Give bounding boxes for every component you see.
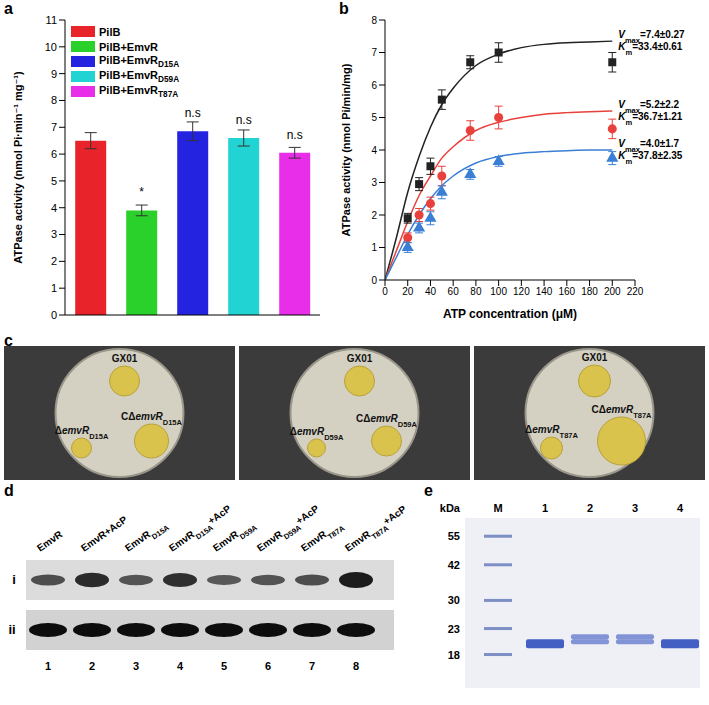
svg-text:0: 0: [371, 275, 377, 286]
html-text:b: b: [339, 0, 349, 17]
svg-text:2: 2: [51, 255, 57, 267]
html-text:PilB+EmvRD59A: PilB+EmvRD59A: [99, 68, 180, 85]
svg-text:6: 6: [265, 660, 271, 672]
svg-text:EmvR+AcP: EmvR+AcP: [79, 514, 130, 554]
svg-text:20: 20: [402, 286, 414, 297]
html-text:PilB+EmvR: PilB+EmvR: [99, 40, 158, 53]
html-text:c: c: [4, 332, 13, 349]
svg-text:80: 80: [470, 286, 482, 297]
svg-text:CΔemvRD15A: CΔemvRD15A: [121, 411, 182, 427]
svg-text:55: 55: [448, 530, 460, 542]
svg-text:4: 4: [677, 502, 684, 514]
svg-text:2: 2: [587, 502, 593, 514]
svg-text:23: 23: [448, 623, 460, 635]
svg-text:18: 18: [448, 649, 460, 661]
svg-text:CΔemvRD59A: CΔemvRD59A: [356, 413, 417, 429]
svg-text:EmvRD15A+AcP: EmvRD15A+AcP: [167, 503, 236, 558]
svg-text:1: 1: [51, 282, 57, 294]
svg-text:4: 4: [177, 660, 184, 672]
svg-text:7: 7: [51, 121, 57, 133]
svg-text:EmvRD59A: EmvRD59A: [211, 517, 259, 557]
svg-text:ii: ii: [8, 622, 15, 637]
svg-text:120: 120: [513, 286, 530, 297]
svg-text:GX01: GX01: [347, 353, 373, 364]
svg-text:8: 8: [371, 15, 377, 26]
svg-text:ATPase activity (nmol Pi·min⁻¹: ATPase activity (nmol Pi·min⁻¹ mg⁻¹): [12, 71, 24, 264]
svg-text:EmvR: EmvR: [35, 528, 65, 554]
svg-text:1: 1: [45, 660, 51, 672]
html-text:d: d: [4, 482, 14, 499]
svg-text:9: 9: [51, 68, 57, 80]
svg-text:5: 5: [51, 175, 57, 187]
svg-text:ΔemvRD15A: ΔemvRD15A: [55, 425, 109, 441]
svg-text:30: 30: [448, 594, 460, 606]
html-text:PilB: PilB: [99, 25, 121, 38]
svg-text:140: 140: [536, 286, 553, 297]
svg-text:60: 60: [448, 286, 460, 297]
svg-text:200: 200: [604, 286, 621, 297]
svg-text:42: 42: [448, 559, 460, 571]
svg-text:i: i: [12, 572, 16, 587]
svg-text:EmvRD59A+AcP: EmvRD59A+AcP: [255, 503, 324, 558]
html-text:PilB+EmvRT87A: PilB+EmvRT87A: [99, 83, 179, 100]
html-text:PilB+EmvRD15A: PilB+EmvRD15A: [99, 53, 180, 70]
svg-text:EmvRT87A+AcP: EmvRT87A+AcP: [343, 503, 410, 557]
svg-text:7: 7: [309, 660, 315, 672]
svg-text:Vmax=4.0±1.7: Vmax=4.0±1.7: [618, 138, 680, 154]
svg-text:EmvRD15A: EmvRD15A: [123, 517, 171, 557]
svg-text:n.s: n.s: [185, 106, 201, 120]
svg-text:100: 100: [490, 286, 507, 297]
svg-text:Km=33.4±0.61: Km=33.4±0.61: [618, 41, 683, 57]
svg-text:Km=36.7±1.21: Km=36.7±1.21: [618, 111, 683, 127]
svg-text:n.s: n.s: [287, 128, 303, 142]
svg-text:3: 3: [133, 660, 139, 672]
svg-text:2: 2: [89, 660, 95, 672]
svg-text:6: 6: [371, 80, 377, 91]
svg-text:6: 6: [51, 148, 57, 160]
svg-text:M: M: [493, 502, 502, 514]
svg-text:1: 1: [542, 502, 548, 514]
svg-text:4: 4: [51, 202, 57, 214]
svg-text:*: *: [139, 185, 144, 199]
svg-text:1: 1: [371, 242, 377, 253]
svg-text:ATPase activity (nmol Pi/min/m: ATPase activity (nmol Pi/min/mg): [340, 63, 352, 236]
svg-text:3: 3: [632, 502, 638, 514]
svg-text:CΔemvRT87A: CΔemvRT87A: [591, 404, 652, 420]
svg-text:7: 7: [371, 47, 377, 58]
svg-text:3: 3: [51, 228, 57, 240]
html-text:e: e: [424, 482, 433, 499]
svg-text:GX01: GX01: [112, 353, 138, 364]
svg-text:4: 4: [371, 145, 377, 156]
svg-text:kDa: kDa: [440, 502, 461, 514]
svg-text:0: 0: [51, 309, 57, 321]
svg-text:0: 0: [382, 286, 388, 297]
svg-text:10: 10: [45, 41, 57, 53]
svg-text:EmvRT87A: EmvRT87A: [299, 518, 347, 558]
svg-text:11: 11: [46, 14, 57, 26]
svg-text:ΔemvRT87A: ΔemvRT87A: [525, 424, 578, 440]
svg-text:Vmax=7.4±0.27: Vmax=7.4±0.27: [618, 29, 685, 45]
svg-text:8: 8: [51, 94, 57, 106]
svg-text:n.s: n.s: [236, 113, 252, 127]
html-text:a: a: [4, 0, 13, 17]
svg-text:160: 160: [558, 286, 575, 297]
svg-text:220: 220: [627, 286, 644, 297]
svg-text:Km=37.8±2.35: Km=37.8±2.35: [618, 150, 683, 166]
svg-text:Vmax=5.2±2.2: Vmax=5.2±2.2: [618, 99, 680, 115]
svg-text:5: 5: [221, 660, 227, 672]
svg-text:5: 5: [371, 112, 377, 123]
svg-text:180: 180: [581, 286, 598, 297]
svg-text:40: 40: [425, 286, 437, 297]
svg-text:ΔemvRD59A: ΔemvRD59A: [290, 426, 344, 442]
svg-text:ATP concentration (μM): ATP concentration (μM): [443, 307, 577, 321]
svg-text:3: 3: [371, 177, 377, 188]
svg-text:8: 8: [353, 660, 359, 672]
svg-text:2: 2: [371, 210, 377, 221]
svg-text:GX01: GX01: [582, 352, 608, 363]
